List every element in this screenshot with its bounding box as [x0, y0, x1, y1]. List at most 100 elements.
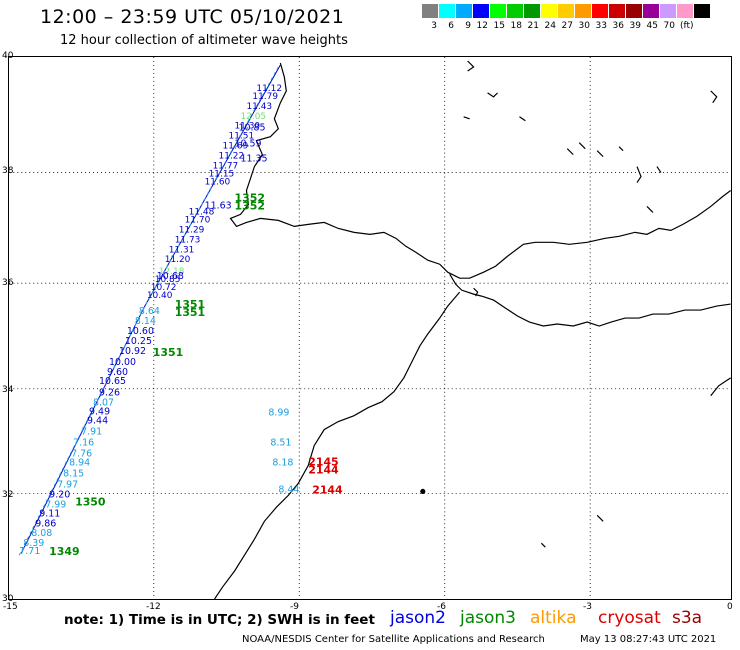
svg-text:12.05: 12.05	[240, 112, 266, 122]
pass-number: 2144	[308, 463, 339, 476]
wave-height-value: 10.92	[119, 346, 146, 357]
footer-note: note: 1) Time is in UTC; 2) SWH is in fe…	[64, 612, 375, 628]
lat-label-40: 40	[2, 51, 14, 61]
wave-height-value: 10.60	[127, 326, 154, 337]
lat-label-36: 36	[2, 278, 14, 288]
wave-height-value: 9.44	[87, 416, 108, 427]
svg-text:11.43: 11.43	[246, 102, 272, 112]
map-panel: 11.12 11.79 11.43 12.05 11.30 11.51 11.6…	[8, 56, 732, 600]
svg-text:11.20: 11.20	[165, 255, 191, 265]
svg-text:11.15: 11.15	[209, 170, 235, 180]
svg-text:11.60: 11.60	[205, 178, 231, 188]
lon-label-minus9: -9	[290, 602, 299, 612]
legend-swatch	[524, 4, 541, 18]
legend-label: 12	[476, 21, 488, 31]
legend-swatch	[507, 4, 524, 18]
wave-height-value: 7.71	[19, 546, 40, 557]
legend-swatch	[626, 4, 643, 18]
wave-height-value: 10.25	[125, 336, 152, 347]
svg-text:10.40: 10.40	[147, 291, 173, 301]
legend-label: 18	[510, 21, 522, 31]
lat-label-32: 32	[2, 490, 14, 500]
legend-swatch	[694, 4, 711, 18]
wave-height-value: 8.44	[278, 484, 299, 495]
legend-label: 15	[493, 21, 505, 31]
legend-swatch	[490, 4, 507, 18]
legend-label: 36	[612, 21, 624, 31]
legend-swatch	[541, 4, 558, 18]
svg-text:10.85: 10.85	[155, 275, 181, 285]
wave-height-value: 10.68	[157, 271, 184, 282]
lat-label-38: 38	[2, 166, 14, 176]
svg-text:12.18: 12.18	[159, 267, 185, 277]
coastline	[214, 60, 731, 599]
wave-height-value: 11.63	[205, 200, 232, 211]
wave-height-value: 9.11	[39, 508, 60, 519]
lon-label-minus6: -6	[437, 602, 446, 612]
wave-height-value: 8.15	[63, 468, 84, 479]
legend-swatch	[592, 4, 609, 18]
lon-label-minus3: -3	[583, 602, 592, 612]
legend-swatch	[660, 4, 677, 18]
pass-number: 1349	[49, 545, 79, 558]
svg-text:11.79: 11.79	[252, 92, 278, 102]
legend-label: 45	[646, 21, 658, 31]
color-legend	[422, 4, 711, 18]
lon-label-0: 0	[727, 602, 733, 612]
generated-timestamp: May 13 08:27:43 UTC 2021	[580, 634, 717, 645]
legend-swatch	[609, 4, 626, 18]
legend-swatch	[558, 4, 575, 18]
wave-height-value: 8.64	[139, 306, 160, 317]
legend-label: 39	[629, 21, 641, 31]
satellite-jason2: jason2	[390, 608, 446, 628]
svg-text:11.12: 11.12	[256, 84, 282, 94]
legend-labels: 3 6 9 12 15 18 21 24 27 30 33 36 39 45 70 (ft)	[422, 21, 699, 31]
pass-number: 1352	[234, 199, 264, 212]
legend-label: (ft)	[680, 21, 694, 31]
legend-swatch	[422, 4, 439, 18]
wave-height-value: 9.60	[107, 367, 128, 378]
svg-text:11.51: 11.51	[229, 132, 255, 142]
legend-label: 9	[465, 21, 471, 31]
svg-text:11.77: 11.77	[213, 162, 239, 172]
track-value-cluster: 11.12 11.79 11.43 12.05 11.30 11.51 11.6…	[147, 84, 282, 301]
wave-height-value: 8.08	[31, 528, 52, 539]
legend-swatch	[677, 4, 694, 18]
wave-height-value: 9.26	[99, 388, 120, 399]
legend-label: 21	[527, 21, 539, 31]
svg-text:11.48: 11.48	[189, 207, 215, 217]
wave-height-labels: 10.8510.5911.3511.6310.688.648.1410.6010…	[19, 123, 299, 557]
wave-height-value: 7.76	[71, 449, 92, 460]
wave-height-value: 10.00	[109, 357, 136, 368]
svg-text:10.72: 10.72	[151, 283, 177, 293]
svg-text:11.69: 11.69	[223, 142, 249, 152]
satellite-jason3: jason3	[460, 608, 516, 628]
satellite-altika: altika	[530, 608, 577, 628]
legend-label: 70	[663, 21, 675, 31]
wave-height-value: 9.49	[89, 407, 110, 418]
pass-number: 1352	[234, 191, 264, 204]
wave-height-value: 11.35	[240, 154, 267, 165]
altimeter-track	[18, 64, 281, 556]
svg-text:11.70: 11.70	[185, 215, 211, 225]
grid-lines	[9, 57, 731, 599]
lon-label-minus12: -12	[146, 602, 161, 612]
legend-swatch	[643, 4, 660, 18]
svg-text:11.31: 11.31	[169, 245, 195, 255]
wave-height-value: 8.14	[135, 316, 156, 327]
lon-label-minus15: -15	[3, 602, 18, 612]
pass-number: 2144	[312, 483, 343, 496]
legend-label: 24	[544, 21, 556, 31]
satellite-s3a: s3a	[672, 608, 703, 628]
legend-label: 3	[431, 21, 437, 31]
legend-swatch	[575, 4, 592, 18]
wave-height-value: 9.20	[49, 489, 70, 500]
wave-height-value: 7.91	[81, 427, 102, 438]
lat-label-34: 34	[2, 385, 14, 395]
wave-height-value: 7.99	[45, 499, 66, 510]
wave-height-value: 9.86	[35, 518, 56, 529]
satellite-cryosat: cryosat	[598, 608, 661, 628]
svg-text:11.29: 11.29	[179, 225, 205, 235]
legend-label: 30	[578, 21, 590, 31]
